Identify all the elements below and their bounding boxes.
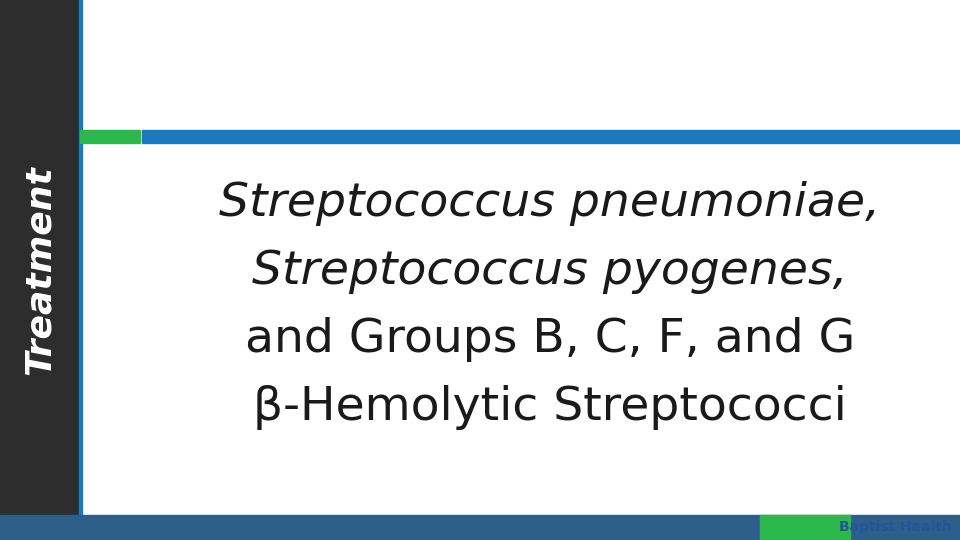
Bar: [0, 515, 960, 540]
Text: β-Hemolytic Streptococci: β-Hemolytic Streptococci: [253, 384, 847, 429]
Bar: [0, 0, 79, 540]
Text: and Groups B, C, F, and G: and Groups B, C, F, and G: [245, 316, 855, 361]
Bar: [142, 130, 960, 143]
Text: Treatment: Treatment: [22, 165, 57, 375]
Bar: [80, 130, 140, 143]
Text: Baptist Health: Baptist Health: [839, 521, 952, 535]
Bar: [79, 0, 82, 540]
Text: Streptococcus pyogenes,: Streptococcus pyogenes,: [252, 248, 848, 294]
Bar: [760, 515, 850, 540]
Text: Streptococcus pneumoniae,: Streptococcus pneumoniae,: [220, 180, 880, 226]
